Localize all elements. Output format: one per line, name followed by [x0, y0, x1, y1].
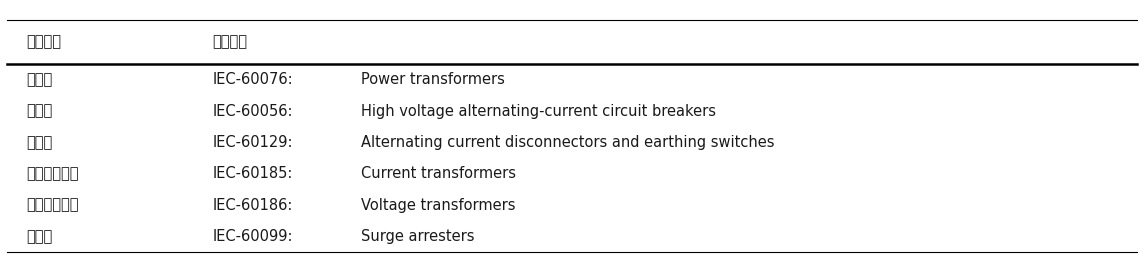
Text: Voltage transformers: Voltage transformers — [360, 198, 516, 213]
Text: Surge arresters: Surge arresters — [360, 229, 475, 244]
Text: Power transformers: Power transformers — [360, 72, 505, 87]
Text: IEC-60185:: IEC-60185: — [213, 166, 293, 181]
Text: 断路器: 断路器 — [26, 135, 53, 150]
Text: IEC-60056:: IEC-60056: — [213, 103, 293, 119]
Text: IEC-60076:: IEC-60076: — [213, 72, 293, 87]
Text: Alternating current disconnectors and earthing switches: Alternating current disconnectors and ea… — [360, 135, 774, 150]
Text: 遥断器: 遥断器 — [26, 103, 53, 119]
Text: 避雷器: 避雷器 — [26, 229, 53, 244]
Text: 計器用変流器: 計器用変流器 — [26, 166, 79, 181]
Text: IEC-60129:: IEC-60129: — [213, 135, 293, 150]
Text: 変電機器: 変電機器 — [26, 34, 62, 49]
Text: IEC-60099:: IEC-60099: — [213, 229, 293, 244]
Text: 適用規格: 適用規格 — [213, 34, 247, 49]
Text: 変圧器: 変圧器 — [26, 72, 53, 87]
Text: High voltage alternating-current circuit breakers: High voltage alternating-current circuit… — [360, 103, 716, 119]
Text: 計器用変圧器: 計器用変圧器 — [26, 198, 79, 213]
Text: Current transformers: Current transformers — [360, 166, 516, 181]
Text: IEC-60186:: IEC-60186: — [213, 198, 293, 213]
